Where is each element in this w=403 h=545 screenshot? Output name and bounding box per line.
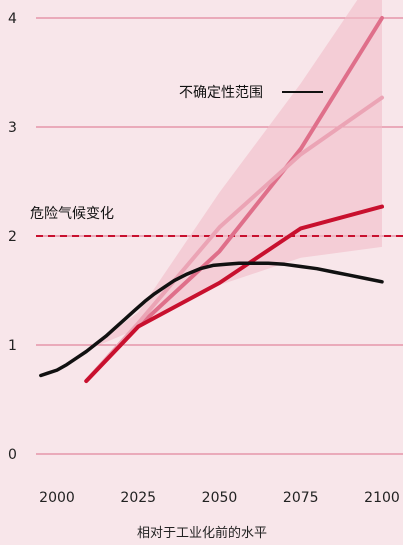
y-tick-label-1: 1: [8, 338, 17, 354]
x-tick-label-2075: 2075: [283, 490, 319, 506]
y-tick-label-2: 2: [8, 229, 17, 245]
x-axis-label: 相对于工业化前的水平: [137, 525, 267, 541]
y-tick-labels: 0 1 2 3 4: [8, 11, 17, 463]
series-layer: [39, 16, 384, 383]
y-tick-label-0: 0: [8, 447, 17, 463]
x-tick-label-2000: 2000: [39, 490, 75, 506]
x-tick-label-2100: 2100: [364, 490, 400, 506]
x-tick-label-2025: 2025: [120, 490, 156, 506]
x-tick-labels: 2000 2025 2050 2075 2100: [39, 490, 400, 506]
uncertainty-label: 不确定性范围: [179, 84, 263, 101]
y-tick-label-3: 3: [8, 120, 17, 136]
projection-line-3: [84, 204, 384, 383]
x-tick-label-2050: 2050: [202, 490, 238, 506]
threshold-label: 危险气候变化: [30, 206, 114, 222]
uncertainty-band-layer: [86, 0, 382, 351]
observed-line: [39, 261, 384, 378]
y-tick-label-4: 4: [8, 11, 17, 27]
uncertainty-band: [86, 0, 382, 351]
